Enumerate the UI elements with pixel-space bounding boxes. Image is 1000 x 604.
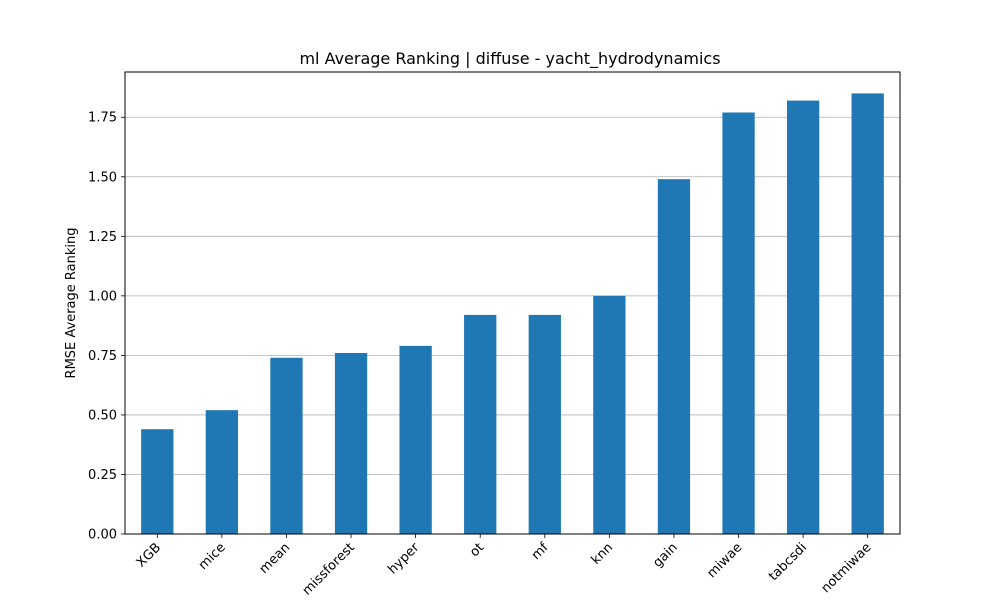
axes (124, 71, 901, 535)
bar (464, 314, 497, 534)
chart-title: ml Average Ranking | diffuse - yacht_hyd… (299, 49, 720, 69)
y-tick-label: 1.50 (88, 170, 117, 185)
y-tick-label: 0.00 (88, 528, 117, 543)
bars (141, 93, 884, 535)
bar (593, 295, 626, 534)
bar (786, 100, 820, 534)
y-tick-label: 0.50 (88, 408, 117, 423)
y-axis-ticks: 0.00 0.25 0.50 0.75 1.00 1.25 1.50 1.75 (88, 111, 125, 543)
plot-frame (124, 71, 901, 535)
grid-lines (125, 116, 900, 475)
y-tick-label: 0.75 (88, 349, 117, 364)
y-tick-label: 0.25 (88, 468, 117, 483)
y-tick-label: 1.75 (88, 111, 117, 126)
bar (141, 429, 174, 534)
bar (334, 353, 368, 534)
bar (722, 112, 755, 535)
bar (657, 179, 691, 534)
y-tick-label: 1.25 (88, 230, 117, 245)
bar (205, 410, 239, 534)
y-axis-label: RMSE Average Ranking (64, 228, 79, 379)
bar (528, 314, 561, 534)
bar (270, 357, 303, 534)
bar (851, 93, 884, 535)
bar (399, 345, 432, 534)
y-tick-label: 1.00 (88, 289, 117, 304)
